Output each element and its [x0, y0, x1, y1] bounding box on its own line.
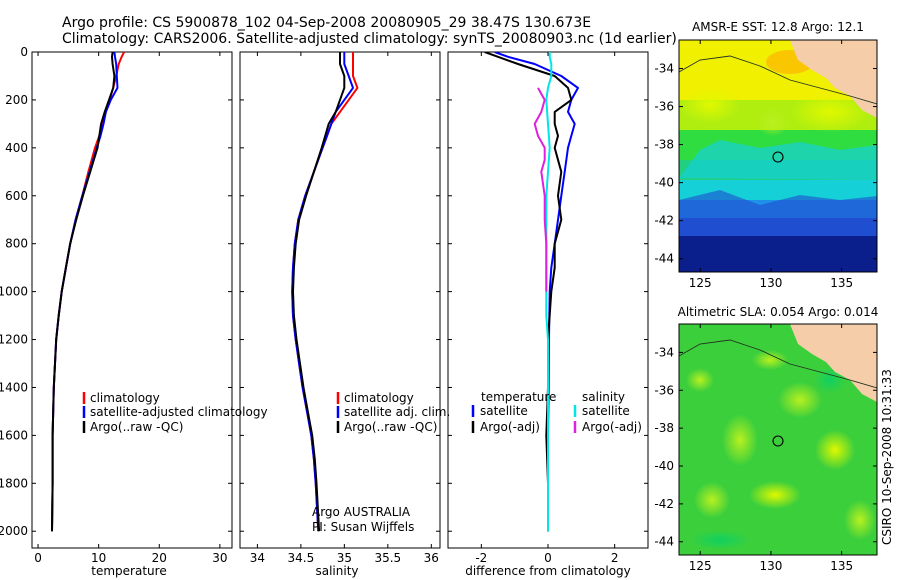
- y-tick-label: 600: [5, 189, 28, 203]
- salinity-axes: [239, 51, 441, 549]
- side-timestamp: CSIRO 10-Sep-2008 10:31:33: [880, 369, 894, 545]
- difference-xlabel: difference from climatology: [465, 564, 631, 578]
- y-tick-label: 1200: [0, 333, 28, 347]
- sla-map-ticks: 125 130 135 -34 -36 -38 -40 -42 -44: [654, 324, 877, 573]
- series-line-temperature-argo-adj: [484, 52, 573, 532]
- map-y-tick-label: -40: [654, 459, 674, 473]
- header-line-1: Argo profile: CS 5900878_102 04-Sep-2008…: [62, 15, 591, 31]
- map-y-tick-label: -42: [654, 497, 674, 511]
- temperature-legend: climatology satellite-adjusted climatolo…: [82, 391, 268, 434]
- y-tick-label: 1800: [0, 476, 28, 490]
- sla-argo-marker: [772, 435, 784, 447]
- map-x-tick-label: 130: [759, 559, 782, 573]
- map-x-tick-label: 130: [759, 276, 782, 290]
- salinity-lines: [291, 52, 359, 532]
- sla-map-frame: [678, 323, 878, 556]
- map-x-tick-label: 135: [830, 559, 853, 573]
- x-tick-label: -2: [475, 551, 487, 565]
- map-x-tick-label: 125: [689, 559, 712, 573]
- legend-label: Argo(..raw -QC): [344, 420, 437, 434]
- y-tick-label: 200: [5, 93, 28, 107]
- map-y-tick-label: -40: [654, 176, 674, 190]
- map-y-tick-label: -36: [654, 383, 674, 397]
- salinity-ticks: 34 34.5 35 35.5 36: [240, 51, 440, 565]
- difference-ticks: -2 0 2: [448, 51, 648, 565]
- y-tick-label: 2000: [0, 524, 28, 538]
- map-y-tick-label: -42: [654, 214, 674, 228]
- temperature-ticks: 0 10 20 30 0 200 400 600 800 1000 1200 1400 1600 1800…: [0, 45, 232, 565]
- legend-label: satellite: [582, 404, 630, 418]
- x-tick-label: 2: [611, 551, 619, 565]
- map-y-tick-label: -34: [654, 345, 674, 359]
- legend-label: satellite adj. clim.: [344, 405, 450, 419]
- annotation-line-2: PI: Susan Wijffels: [312, 520, 414, 534]
- difference-lines: [484, 52, 579, 532]
- map-x-tick-label: 135: [830, 276, 853, 290]
- x-tick-label: 35: [337, 551, 352, 565]
- x-tick-label: 20: [152, 551, 167, 565]
- sst-map-ticks: 125 130 135 -34 -36 -38 -40 -42 -44: [654, 40, 877, 290]
- x-tick-label: 36: [424, 551, 439, 565]
- x-tick-label: 10: [91, 551, 106, 565]
- series-line-temperature-satellite: [494, 52, 579, 532]
- y-tick-label: 0: [20, 45, 28, 59]
- series-line-satellite-adj-clim: [291, 52, 354, 532]
- x-tick-label: 35.5: [374, 551, 401, 565]
- map-y-tick-label: -44: [654, 535, 674, 549]
- legend-label: Argo(-adj): [582, 420, 642, 434]
- annotation-line-1: Argo AUSTRALIA: [312, 505, 411, 519]
- sst-map-title: AMSR-E SST: 12.8 Argo: 12.1: [692, 20, 864, 34]
- legend-label: satellite-adjusted climatology: [90, 405, 268, 419]
- salinity-legend: climatology satellite adj. clim. Argo(..…: [336, 391, 450, 434]
- header-line-2: Climatology: CARS2006. Satellite-adjuste…: [62, 31, 677, 47]
- series-line-climatology: [291, 52, 359, 532]
- salinity-xlabel: salinity: [315, 564, 358, 578]
- legend-label: climatology: [344, 391, 414, 405]
- map-y-tick-label: -38: [654, 138, 674, 152]
- x-tick-label: 0: [34, 551, 42, 565]
- x-tick-label: 34: [250, 551, 265, 565]
- y-tick-label: 400: [5, 141, 28, 155]
- difference-legend: temperature salinity satellite Argo(-adj…: [471, 390, 642, 434]
- sla-map-title: Altimetric SLA: 0.054 Argo: 0.014: [678, 305, 879, 319]
- y-tick-label: 800: [5, 237, 28, 251]
- series-line-argo-raw-qc: [51, 52, 116, 532]
- sst-argo-marker: [772, 151, 784, 163]
- map-x-tick-label: 125: [689, 276, 712, 290]
- temperature-xlabel: temperature: [91, 564, 166, 578]
- legend-title-salinity: salinity: [582, 390, 625, 404]
- legend-label: satellite: [480, 404, 528, 418]
- sst-map-frame: [678, 39, 878, 273]
- map-y-tick-label: -44: [654, 252, 674, 266]
- legend-label: Argo(..raw -QC): [90, 420, 183, 434]
- series-line-climatology: [51, 52, 125, 532]
- legend-title-temperature: temperature: [481, 390, 556, 404]
- map-y-tick-label: -36: [654, 100, 674, 114]
- y-tick-label: 1400: [0, 380, 28, 394]
- temperature-lines: [51, 52, 125, 532]
- x-tick-label: 30: [212, 551, 227, 565]
- x-tick-label: 34.5: [288, 551, 315, 565]
- legend-label: climatology: [90, 391, 160, 405]
- series-line-salinity-argo-adj: [533, 87, 548, 292]
- map-y-tick-label: -38: [654, 421, 674, 435]
- x-tick-label: 0: [544, 551, 552, 565]
- map-y-tick-label: -34: [654, 62, 674, 76]
- y-tick-label: 1000: [0, 285, 28, 299]
- sst-map-field: [679, 40, 877, 272]
- series-line-argo-raw-qc: [292, 52, 346, 532]
- legend-label: Argo(-adj): [480, 420, 540, 434]
- sla-map-field: [679, 324, 877, 555]
- y-tick-label: 1600: [0, 428, 28, 442]
- temperature-axes: [31, 51, 233, 549]
- series-line-salinity-satellite: [545, 52, 553, 532]
